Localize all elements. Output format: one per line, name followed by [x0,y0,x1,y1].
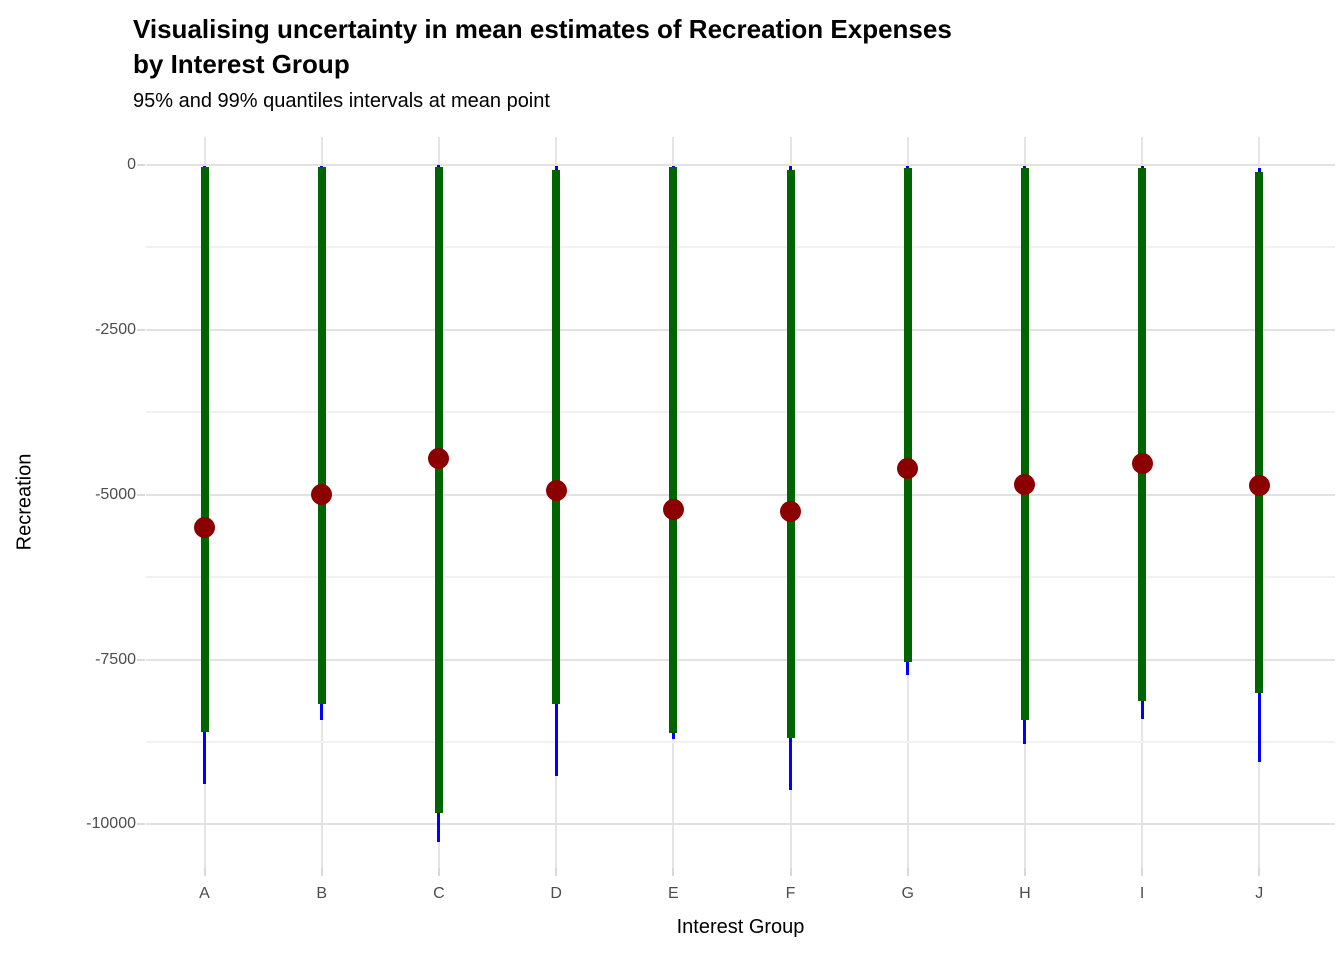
mean-point [1131,452,1153,474]
x-axis-tick [1141,868,1144,876]
x-tick-label: B [316,885,328,902]
x-tick-label: F [785,885,796,902]
x-axis-tick [555,868,558,876]
y-axis-tick [137,328,145,331]
interval-95-bar [1138,167,1147,702]
x-axis-tick [320,868,323,876]
gridline-major [146,493,1335,496]
x-axis-tick [437,868,440,876]
y-tick-label: -2500 [95,320,136,338]
gridline-major [146,658,1335,661]
x-axis-tick [203,868,206,876]
interval-95-bar [317,166,326,704]
gridline-major [146,328,1335,331]
mean-point [1014,473,1036,495]
gridline-minor [146,741,1335,744]
x-tick-label: E [667,885,679,902]
y-tick-label: -10000 [86,815,136,833]
mean-point [662,499,684,521]
chart-subtitle: 95% and 99% quantiles intervals at mean … [133,90,550,112]
mean-point [1248,474,1270,496]
y-tick-label: 0 [127,155,136,173]
x-axis-tick [906,868,909,876]
mean-point [311,484,333,506]
interval-95-bar [669,166,678,733]
interval-95-bar [903,167,912,662]
interval-95-bar [786,169,795,739]
chart-title-line1: Visualising uncertainty in mean estimate… [133,14,952,44]
y-axis-tick [137,493,145,496]
y-axis-tick [137,823,145,826]
mean-point [428,447,450,469]
x-axis-title: Interest Group [676,916,805,938]
x-axis-tick [1258,868,1261,876]
y-tick-label: -7500 [95,650,136,668]
y-axis-tick [137,163,145,166]
y-tick-label: -5000 [95,485,136,503]
x-tick-label: G [901,885,914,902]
chart-title-line2: by Interest Group [133,49,350,79]
x-axis-tick [1023,868,1026,876]
plot-panel [146,137,1335,868]
x-tick-label: H [1019,885,1031,902]
interval-95-bar [552,169,561,705]
mean-point [194,516,215,538]
x-axis-tick [672,868,675,876]
x-tick-label: C [433,885,445,902]
y-axis-tick [137,658,145,661]
mean-point [545,480,567,502]
x-tick-label: D [550,885,562,902]
gridline-minor [146,411,1335,414]
interval-95-bar [434,166,443,813]
x-axis-tick [789,868,792,876]
gridline-major [146,823,1335,826]
interval-95-bar [1020,167,1029,720]
interval-95-bar [1255,171,1264,694]
x-tick-label: I [1139,885,1145,902]
chart-title: Visualising uncertainty in mean estimate… [133,12,952,82]
x-tick-label: A [199,885,210,902]
gridline-minor [146,576,1335,579]
mean-point [897,458,919,480]
x-tick-label: J [1255,885,1264,902]
interval-95-bar [200,166,209,733]
gridline-major [146,163,1335,166]
gridline-minor [146,246,1335,249]
mean-point [780,500,801,522]
